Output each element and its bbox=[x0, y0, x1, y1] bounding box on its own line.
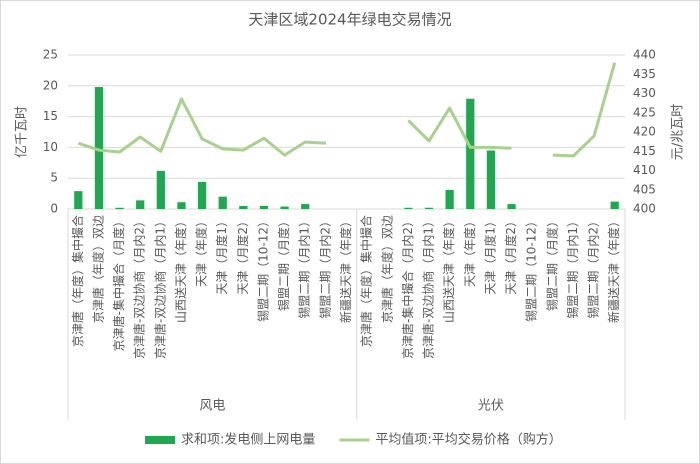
y2-tick-label: 400 bbox=[633, 202, 656, 216]
legend-label: 平均值项:平均交易价格（购方） bbox=[375, 432, 561, 448]
bar bbox=[424, 207, 434, 209]
bar bbox=[94, 87, 104, 209]
x-tick-label: 天津（月度1） bbox=[482, 215, 497, 295]
x-tick-label: 新疆送天津（年度） bbox=[338, 215, 353, 323]
y2-tick-label: 430 bbox=[633, 86, 656, 100]
x-tick-label: 天津（月度1） bbox=[214, 215, 229, 295]
y2-tick-label: 415 bbox=[633, 144, 656, 158]
legend-label: 求和项:发电侧上网电量 bbox=[181, 432, 315, 448]
x-tick-label: 锡盟二期（月度） bbox=[544, 215, 559, 311]
bar bbox=[404, 207, 413, 209]
x-tick-label: 锡盟二期（10-12） bbox=[255, 215, 270, 322]
bar bbox=[610, 201, 619, 209]
x-tick-label: 京津唐-双边协商（月内1） bbox=[421, 215, 436, 359]
y2-tick-label: 440 bbox=[633, 48, 656, 62]
bar bbox=[177, 202, 186, 209]
bar bbox=[507, 204, 516, 209]
x-tick-label: 锡盟二期（月度） bbox=[276, 215, 291, 311]
x-tick-label: 新疆送天津（年度） bbox=[606, 215, 621, 323]
x-tick-label: 京津唐（年度）双边 bbox=[90, 215, 105, 323]
group-label: 风电 bbox=[199, 399, 225, 414]
x-tick-label: 天津（月度2） bbox=[503, 215, 518, 295]
bar bbox=[301, 204, 310, 209]
x-tick-label: 京津唐（年度）集中撮合 bbox=[359, 215, 374, 347]
x-tick-label: 京津唐（年度）双边 bbox=[379, 215, 394, 323]
x-tick-label: 天津（年度） bbox=[194, 215, 209, 287]
x-tick-label: 山西送天津（年度） bbox=[173, 215, 188, 323]
x-tick-label: 京津唐-双边协商（月内1） bbox=[152, 215, 167, 359]
bar bbox=[445, 189, 454, 209]
y2-tick-label: 420 bbox=[633, 125, 656, 139]
bar bbox=[74, 191, 83, 209]
bar bbox=[280, 206, 289, 209]
y-tick-label: 10 bbox=[43, 140, 58, 154]
bar bbox=[156, 170, 165, 209]
y-tick-label: 25 bbox=[43, 48, 58, 62]
x-tick-label: 京津唐-双边协商（月内2） bbox=[132, 215, 147, 359]
y-tick-label: 20 bbox=[43, 78, 58, 92]
bar bbox=[486, 150, 496, 209]
x-tick-label: 锡盟二期（月内1） bbox=[565, 215, 580, 319]
y2-tick-label: 410 bbox=[633, 163, 656, 177]
x-tick-label: 锡盟二期（月内1） bbox=[297, 215, 312, 319]
x-tick-label: 锡盟二期（月内2） bbox=[317, 215, 332, 319]
bar bbox=[136, 200, 145, 209]
y2-tick-label: 435 bbox=[633, 67, 656, 81]
x-tick-label: 京津唐-集中撮合（月内2） bbox=[400, 215, 415, 359]
y-axis-label: 亿千瓦时 bbox=[15, 106, 30, 158]
bar bbox=[197, 181, 207, 209]
y-tick-label: 15 bbox=[43, 109, 58, 123]
x-tick-label: 山西送天津（年度） bbox=[441, 215, 456, 323]
bar bbox=[115, 207, 124, 209]
bar bbox=[259, 205, 269, 209]
x-tick-label: 京津唐（年度）集中撮合 bbox=[70, 215, 85, 347]
y2-tick-label: 425 bbox=[633, 105, 656, 119]
chart-title: 天津区域2024年绿电交易情况 bbox=[248, 11, 451, 29]
line bbox=[77, 62, 617, 158]
y-tick-label: 0 bbox=[50, 202, 58, 216]
bar bbox=[239, 205, 248, 209]
x-tick-label: 锡盟二期（10-12） bbox=[524, 215, 539, 322]
x-tick-label: 天津（月度2） bbox=[235, 215, 250, 295]
y2-axis-label: 元/兆瓦时 bbox=[671, 104, 686, 160]
bar bbox=[466, 98, 475, 209]
x-tick-label: 京津唐-集中撮合（月度） bbox=[111, 215, 126, 351]
x-tick-label: 锡盟二期（月内2） bbox=[586, 215, 601, 319]
x-tick-label: 天津（年度） bbox=[462, 215, 477, 287]
y-tick-label: 5 bbox=[50, 171, 58, 185]
legend-swatch bbox=[145, 436, 175, 444]
group-label: 光伏 bbox=[478, 399, 504, 414]
bar bbox=[218, 196, 227, 209]
y2-tick-label: 405 bbox=[633, 182, 656, 196]
